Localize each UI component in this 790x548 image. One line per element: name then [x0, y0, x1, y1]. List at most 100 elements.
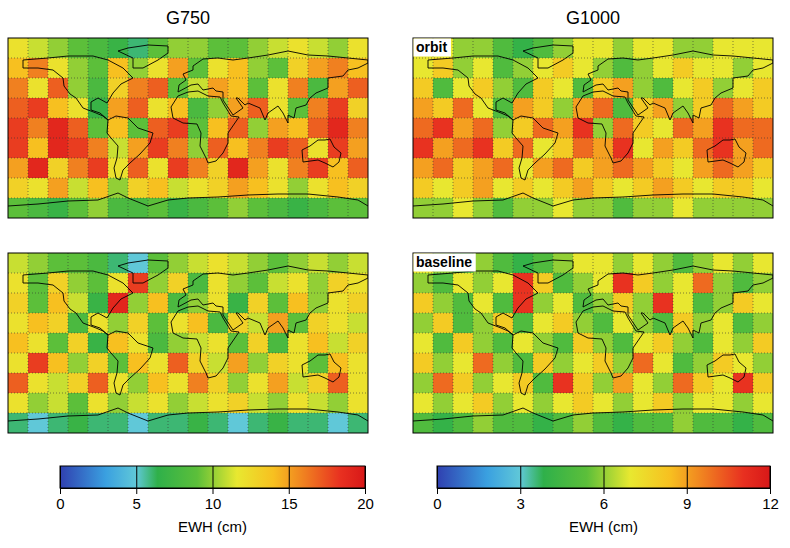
cell: [673, 58, 694, 79]
grid-line: [413, 98, 773, 99]
cell: [433, 178, 454, 199]
cell: [188, 38, 209, 59]
cell: [433, 293, 454, 314]
cell: [288, 198, 309, 218]
cell: [68, 393, 89, 414]
cell: [673, 353, 694, 374]
cell: [348, 393, 368, 414]
cell: [633, 38, 654, 59]
cell: [413, 198, 434, 218]
cell: [553, 178, 574, 199]
cell: [493, 333, 514, 354]
cell: [288, 178, 309, 199]
cell: [613, 158, 634, 179]
cell: [533, 198, 554, 218]
cell: [248, 198, 269, 218]
grid-line: [433, 253, 434, 433]
cell: [188, 253, 209, 274]
label-background: [414, 39, 451, 57]
cell: [328, 313, 349, 334]
cell: [248, 373, 269, 394]
cell: [148, 138, 169, 159]
cell: [228, 293, 249, 314]
cell: [713, 138, 734, 159]
tick-label: 10: [205, 495, 222, 512]
cell: [248, 333, 269, 354]
tick: 10: [205, 466, 222, 512]
cell: [733, 78, 754, 99]
cell: [753, 98, 773, 119]
grid-line: [8, 273, 368, 274]
cell: [673, 98, 694, 119]
cell: [613, 313, 634, 334]
grid-line: [8, 158, 368, 159]
cell: [633, 138, 654, 159]
grid-line: [68, 253, 69, 433]
cell: [288, 78, 309, 99]
cell: [148, 98, 169, 119]
cell: [513, 98, 534, 119]
cell: [148, 353, 169, 374]
tick-label: 9: [683, 495, 691, 512]
cell: [533, 313, 554, 334]
cell: [148, 273, 169, 294]
grid-line: [8, 138, 368, 139]
cell: [28, 293, 49, 314]
cell: [328, 178, 349, 199]
tick: 5: [133, 466, 141, 512]
grid-line: [733, 253, 734, 433]
grid-line: [308, 253, 309, 433]
cell: [328, 253, 349, 274]
cell: [693, 393, 714, 414]
cell: [208, 253, 229, 274]
cell: [613, 253, 634, 274]
cell: [88, 198, 109, 218]
cell: [328, 293, 349, 314]
cell: [553, 118, 574, 139]
cell: [188, 333, 209, 354]
grid-line: [573, 38, 574, 218]
cell: [168, 353, 189, 374]
cell: [453, 178, 474, 199]
cell: [613, 178, 634, 199]
cell: [653, 198, 674, 218]
cell: [128, 198, 149, 218]
grid-line: [713, 253, 714, 433]
cell: [328, 333, 349, 354]
tick-mark: [770, 488, 771, 494]
cell: [613, 118, 634, 139]
coastline: [178, 51, 368, 123]
cell: [513, 118, 534, 139]
cell: [713, 118, 734, 139]
cell: [128, 373, 149, 394]
cell: [188, 293, 209, 314]
coastline: [118, 45, 168, 68]
cell: [533, 253, 554, 274]
cell: [653, 178, 674, 199]
cell: [693, 178, 714, 199]
grid-line: [8, 313, 368, 314]
cell: [733, 413, 754, 433]
cell: [733, 313, 754, 334]
cell: [433, 198, 454, 218]
tick: 6: [600, 466, 608, 512]
cell: [593, 353, 614, 374]
cell: [613, 198, 634, 218]
cell: [28, 178, 49, 199]
cell: [653, 118, 674, 139]
coastline: [413, 408, 773, 421]
cell: [513, 198, 534, 218]
cell: [8, 38, 29, 59]
cell: [8, 413, 29, 433]
cell: [228, 198, 249, 218]
cell: [413, 333, 434, 354]
cell: [288, 313, 309, 334]
cell: [453, 158, 474, 179]
cell: [268, 158, 289, 179]
cell: [413, 393, 434, 414]
cell: [108, 38, 129, 59]
grid-line: [433, 38, 434, 218]
cell: [713, 313, 734, 334]
coastline: [118, 260, 168, 283]
cell: [713, 413, 734, 433]
